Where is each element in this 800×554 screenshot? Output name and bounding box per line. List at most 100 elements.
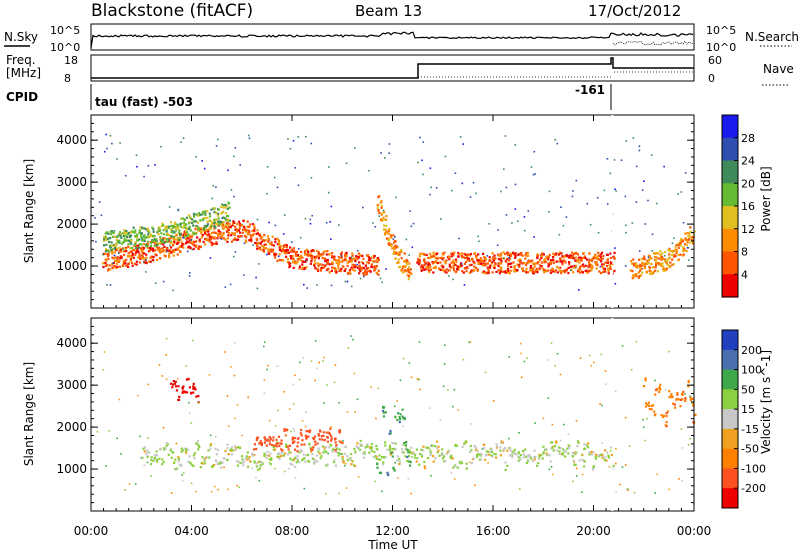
scatter-cell — [372, 455, 375, 459]
scatter-cell — [351, 263, 354, 266]
scatter-cell — [292, 139, 295, 142]
scatter-cell — [109, 237, 112, 240]
scatter-cell — [190, 239, 193, 241]
scatter-cell — [186, 391, 189, 394]
scatter-cell — [233, 155, 235, 158]
scatter-cell — [643, 180, 645, 182]
scatter-cell — [222, 223, 225, 226]
scatter-cell — [120, 242, 123, 245]
scatter-cell — [466, 256, 469, 260]
velocity-ylabel: Slant Range [km] — [22, 362, 36, 466]
scatter-cell — [411, 246, 414, 249]
scatter-cell — [387, 239, 391, 242]
scatter-cell — [397, 258, 400, 261]
scatter-cell — [217, 217, 220, 220]
scatter-cell — [210, 225, 213, 228]
scatter-cell — [376, 466, 379, 469]
scatter-cell — [583, 465, 586, 468]
scatter-cell — [323, 356, 325, 359]
scatter-cell — [136, 248, 139, 252]
scatter-cell — [677, 193, 679, 195]
scatter-cell — [147, 437, 149, 439]
scatter-cell — [619, 483, 621, 486]
scatter-cell — [307, 430, 310, 433]
scatter-cell — [341, 441, 344, 445]
scatter-cell — [463, 262, 466, 265]
scatter-cell — [124, 234, 127, 237]
scatter-cell — [215, 460, 218, 463]
scatter-cell — [492, 259, 496, 262]
scatter-cell — [429, 268, 432, 271]
scatter-cell — [191, 463, 194, 466]
scatter-cell — [328, 166, 330, 168]
scatter-cell — [598, 254, 601, 257]
scatter-cell — [165, 230, 168, 233]
scatter-cell — [348, 258, 352, 261]
scatter-cell — [298, 267, 301, 270]
scatter-cell — [578, 256, 581, 259]
scatter-cell — [183, 447, 186, 450]
nave-tick-high: 60 — [708, 54, 722, 67]
scatter-cell — [169, 237, 172, 240]
scatter-cell — [554, 139, 557, 141]
scatter-cell — [334, 464, 337, 467]
scatter-cell — [574, 463, 577, 466]
scatter-cell — [650, 154, 653, 156]
scatter-cell — [549, 271, 552, 274]
scatter-cell — [607, 272, 610, 275]
scatter-cell — [343, 269, 346, 272]
scatter-cell — [558, 267, 561, 270]
scatter-cell — [676, 397, 679, 401]
scatter-cell — [496, 253, 500, 256]
scatter-cell — [570, 265, 573, 268]
scatter-cell — [638, 250, 641, 252]
power-colorbar-tick-label: 16 — [741, 200, 755, 213]
scatter-cell — [170, 240, 173, 243]
scatter-cell — [679, 405, 682, 408]
scatter-cell — [158, 364, 161, 366]
scatter-cell — [395, 251, 398, 254]
scatter-cell — [448, 258, 451, 261]
scatter-cell — [168, 249, 171, 252]
scatter-cell — [456, 466, 459, 469]
scatter-cell — [188, 236, 192, 239]
scatter-cell — [584, 257, 587, 260]
scatter-cell — [293, 262, 296, 265]
scatter-cell — [454, 443, 457, 447]
scatter-cell — [475, 257, 478, 260]
scatter-cell — [172, 238, 176, 241]
scatter-cell — [382, 218, 385, 221]
scatter-cell — [444, 270, 447, 273]
scatter-cell — [180, 217, 183, 220]
scatter-cell — [410, 272, 413, 276]
scatter-cell — [289, 462, 292, 465]
scatter-cell — [306, 253, 309, 256]
scatter-cell — [124, 489, 126, 491]
scatter-cell — [163, 237, 166, 240]
scatter-cell — [132, 226, 135, 229]
scatter-cell — [104, 252, 107, 255]
scatter-cell — [276, 259, 279, 262]
scatter-cell — [401, 415, 404, 418]
scatter-cell — [362, 206, 364, 209]
scatter-cell — [505, 186, 508, 189]
scatter-cell — [192, 382, 195, 385]
scatter-cell — [285, 445, 288, 448]
scatter-cell — [534, 422, 536, 424]
scatter-cell — [292, 266, 295, 269]
scatter-cell — [587, 446, 590, 449]
scatter-cell — [572, 271, 575, 274]
scatter-cell — [118, 252, 120, 254]
scatter-cell — [574, 259, 577, 262]
scatter-cell — [255, 447, 258, 451]
scatter-cell — [298, 451, 301, 454]
scatter-cell — [459, 460, 462, 463]
scatter-cell — [234, 147, 237, 149]
scatter-cell — [519, 453, 523, 457]
x-tick-label: 16:00 — [476, 524, 511, 538]
scatter-cell — [174, 380, 177, 383]
freq-line — [91, 57, 694, 79]
scatter-cell — [334, 269, 337, 273]
scatter-cell — [304, 460, 307, 463]
scatter-cell — [651, 250, 654, 252]
